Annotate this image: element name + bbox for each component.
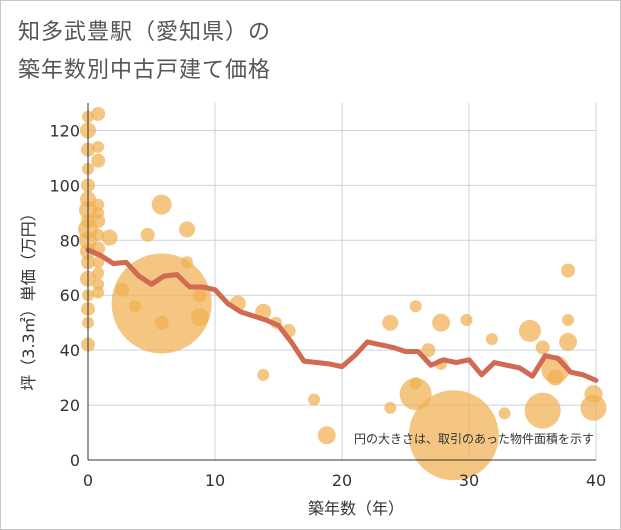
- bubble-point: [535, 340, 550, 355]
- bubble-point: [561, 263, 576, 278]
- x-tick-label: 40: [586, 471, 606, 490]
- chart-title-line-1: 知多武豊駅（愛知県）の: [18, 20, 272, 45]
- bubble-point: [154, 315, 169, 330]
- y-tick-label: 60: [60, 286, 80, 305]
- bubble-point: [524, 392, 561, 429]
- bubble-point: [432, 313, 451, 332]
- y-tick-label: 100: [49, 176, 80, 195]
- x-tick-label: 30: [459, 471, 479, 490]
- bubble-point: [111, 253, 212, 354]
- chart-title: 知多武豊駅（愛知県）の 築年数別中古戸建て価格: [18, 14, 271, 90]
- bubble-point: [92, 267, 105, 280]
- bubble-point: [92, 198, 105, 211]
- bubble-point: [91, 153, 106, 168]
- y-tick-label: 0: [70, 451, 80, 470]
- bubble-series: [78, 106, 607, 481]
- bubble-point: [140, 227, 155, 242]
- trend-series: [85, 247, 599, 383]
- bubble-point: [547, 369, 564, 386]
- y-tick-label: 20: [60, 396, 80, 415]
- bubble-point: [181, 256, 194, 269]
- y-axis-title: 坪（3.3㎡）単価（万円）: [19, 205, 38, 390]
- x-tick-label: 10: [205, 471, 225, 490]
- bubble-point: [559, 332, 578, 351]
- bubble-point: [101, 229, 118, 246]
- bubble-point: [562, 313, 575, 326]
- x-axis-title: 築年数（年）: [308, 499, 404, 518]
- bubble-point: [92, 286, 105, 299]
- bubble-point: [409, 300, 422, 313]
- y-tick-label: 80: [60, 231, 80, 250]
- bubble-point: [92, 140, 105, 153]
- bubble-point: [580, 394, 607, 421]
- bubble-point: [384, 401, 397, 414]
- bubble-point: [382, 314, 399, 331]
- bubble-point: [151, 194, 172, 215]
- size-note: 円の大きさは、取引のあった物件面積を示す: [354, 431, 594, 446]
- trend-line: [85, 247, 599, 383]
- bubble-point: [92, 278, 105, 291]
- bubble-point: [190, 308, 209, 327]
- x-tick-labels: 0 10 20 30 40: [83, 471, 606, 490]
- bubble-point: [485, 333, 498, 346]
- bubble-point: [421, 343, 436, 358]
- x-tick-label: 0: [83, 471, 93, 490]
- bubble-point: [192, 288, 207, 303]
- bubble-point: [91, 106, 106, 121]
- x-tick-label: 20: [332, 471, 352, 490]
- bubble-point: [179, 221, 196, 238]
- bubble-point: [460, 313, 473, 326]
- chart-title-line-2: 築年数別中古戸建て価格: [18, 58, 272, 83]
- bubble-point: [317, 426, 336, 445]
- y-tick-label: 120: [49, 121, 80, 140]
- bubble-point: [408, 390, 499, 481]
- bubble-point: [92, 256, 105, 269]
- axes: [87, 103, 596, 461]
- y-tick-labels: 0 20 40 60 80 100 120: [49, 121, 80, 470]
- bubble-point: [498, 407, 511, 420]
- bubble-point: [92, 228, 105, 241]
- bubble-point: [91, 214, 106, 229]
- bubble-point: [518, 319, 541, 342]
- bubble-point: [308, 393, 321, 406]
- bubble-point: [257, 368, 270, 381]
- y-tick-label: 40: [60, 341, 80, 360]
